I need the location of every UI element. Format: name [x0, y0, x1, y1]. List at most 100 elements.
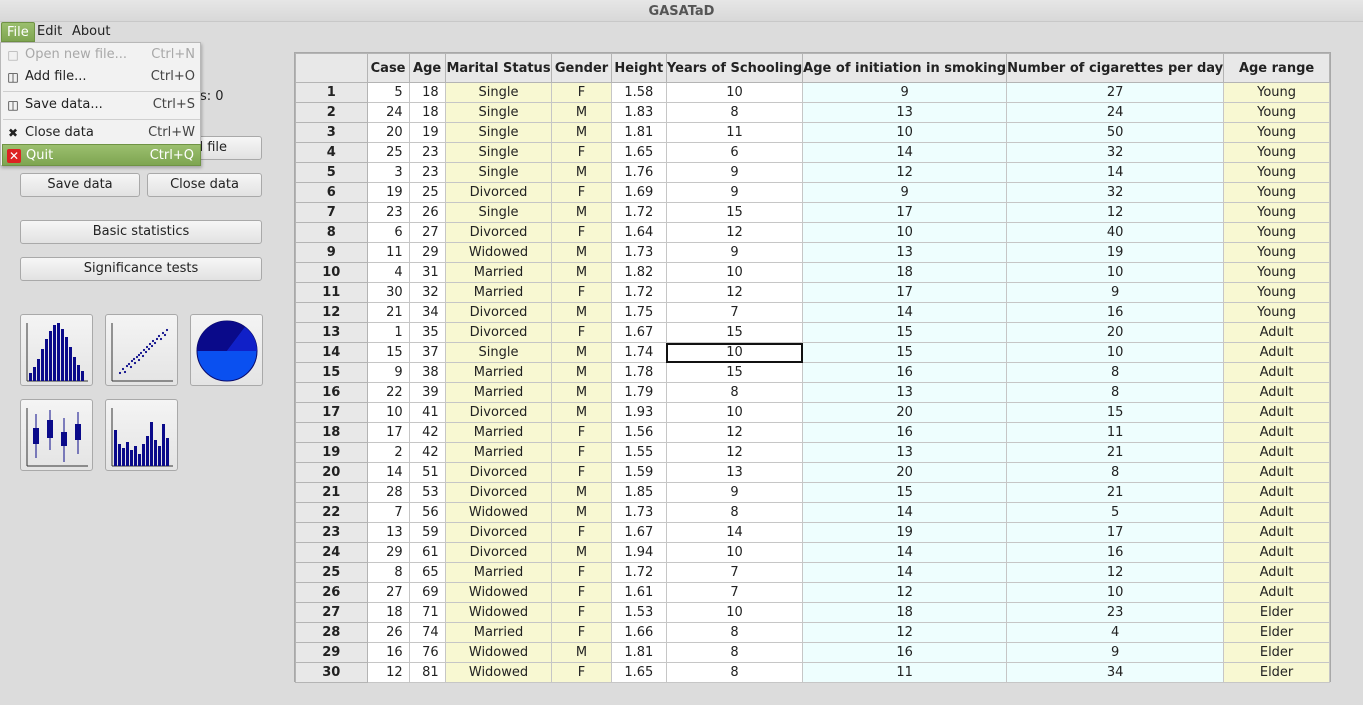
- menu-item-add-file[interactable]: ◫ Add file... Ctrl+O: [2, 66, 201, 88]
- height-cell[interactable]: 1.56: [610, 422, 667, 443]
- cigarettes-per-day-cell[interactable]: 19: [1006, 242, 1225, 263]
- years-of-schooling-cell[interactable]: 11: [665, 122, 804, 143]
- gender-cell[interactable]: F: [551, 602, 612, 623]
- marital-status-cell[interactable]: Divorced: [444, 222, 553, 243]
- marital-status-cell[interactable]: Widowed: [444, 602, 553, 623]
- age-cell[interactable]: 19: [408, 122, 446, 143]
- years-of-schooling-cell[interactable]: 12: [665, 422, 804, 443]
- row-header[interactable]: 2: [295, 102, 368, 123]
- marital-status-cell[interactable]: Married: [444, 622, 553, 643]
- cigarettes-per-day-cell[interactable]: 50: [1006, 122, 1225, 143]
- row-header[interactable]: 12: [295, 302, 368, 323]
- age-of-initiation-cell[interactable]: 16: [802, 642, 1008, 663]
- marital-status-cell[interactable]: Divorced: [444, 542, 553, 563]
- column-header-height[interactable]: Height: [610, 53, 667, 83]
- age-range-cell[interactable]: Young: [1223, 182, 1330, 203]
- save-data-button[interactable]: Save data: [20, 173, 140, 197]
- gender-cell[interactable]: F: [551, 582, 612, 603]
- age-range-cell[interactable]: Adult: [1223, 582, 1330, 603]
- row-header[interactable]: 29: [295, 642, 368, 663]
- cigarettes-per-day-cell[interactable]: 11: [1006, 422, 1225, 443]
- cigarettes-per-day-cell[interactable]: 40: [1006, 222, 1225, 243]
- scatter-plot-button[interactable]: [105, 314, 178, 386]
- age-cell[interactable]: 65: [408, 562, 446, 583]
- marital-status-cell[interactable]: Widowed: [444, 582, 553, 603]
- age-cell[interactable]: 35: [408, 322, 446, 343]
- row-header[interactable]: 20: [295, 462, 368, 483]
- table-row[interactable]: 22 7 56 Widowed M 1.73 8 14 5 Adult: [295, 502, 1330, 523]
- age-of-initiation-cell[interactable]: 14: [802, 502, 1008, 523]
- age-of-initiation-cell[interactable]: 13: [802, 102, 1008, 123]
- table-row[interactable]: 3 20 19 Single M 1.81 11 10 50 Young: [295, 122, 1330, 143]
- menu-edit[interactable]: Edit: [37, 24, 63, 39]
- marital-status-cell[interactable]: Divorced: [444, 462, 553, 483]
- row-header[interactable]: 11: [295, 282, 368, 303]
- row-header[interactable]: 16: [295, 382, 368, 403]
- age-range-cell[interactable]: Young: [1223, 262, 1330, 283]
- row-header[interactable]: 6: [295, 182, 368, 203]
- marital-status-cell[interactable]: Married: [444, 282, 553, 303]
- case-cell[interactable]: 6: [366, 222, 410, 243]
- height-cell[interactable]: 1.67: [610, 522, 667, 543]
- height-cell[interactable]: 1.65: [610, 142, 667, 163]
- table-row[interactable]: 21 28 53 Divorced M 1.85 9 15 21 Adult: [295, 482, 1330, 503]
- gender-cell[interactable]: F: [551, 322, 612, 343]
- age-of-initiation-cell[interactable]: 9: [802, 82, 1008, 103]
- age-cell[interactable]: 39: [408, 382, 446, 403]
- gender-cell[interactable]: F: [551, 422, 612, 443]
- case-cell[interactable]: 15: [366, 342, 410, 363]
- table-row[interactable]: 28 26 74 Married F 1.66 8 12 4 Elder: [295, 622, 1330, 643]
- height-cell[interactable]: 1.73: [610, 502, 667, 523]
- cigarettes-per-day-cell[interactable]: 14: [1006, 162, 1225, 183]
- gender-cell[interactable]: F: [551, 282, 612, 303]
- years-of-schooling-cell[interactable]: 14: [665, 522, 804, 543]
- height-cell[interactable]: 1.67: [610, 322, 667, 343]
- age-range-cell[interactable]: Adult: [1223, 542, 1330, 563]
- age-range-cell[interactable]: Young: [1223, 142, 1330, 163]
- column-header-marital-status[interactable]: Marital Status: [444, 53, 553, 83]
- years-of-schooling-cell[interactable]: 9: [665, 162, 804, 183]
- years-of-schooling-cell[interactable]: 15: [665, 362, 804, 383]
- cigarettes-per-day-cell[interactable]: 23: [1006, 602, 1225, 623]
- marital-status-cell[interactable]: Divorced: [444, 522, 553, 543]
- data-table[interactable]: Case Age Marital Status Gender Height Ye…: [294, 52, 1331, 683]
- height-cell[interactable]: 1.73: [610, 242, 667, 263]
- cigarettes-per-day-cell[interactable]: 15: [1006, 402, 1225, 423]
- height-cell[interactable]: 1.82: [610, 262, 667, 283]
- case-cell[interactable]: 13: [366, 522, 410, 543]
- marital-status-cell[interactable]: Widowed: [444, 662, 553, 683]
- age-range-cell[interactable]: Elder: [1223, 622, 1330, 643]
- table-row[interactable]: 5 3 23 Single M 1.76 9 12 14 Young: [295, 162, 1330, 183]
- age-cell[interactable]: 26: [408, 202, 446, 223]
- column-header-age-of-initiation[interactable]: Age of initiation in smoking: [802, 53, 1008, 83]
- years-of-schooling-cell[interactable]: 10: [665, 342, 804, 363]
- age-of-initiation-cell[interactable]: 16: [802, 422, 1008, 443]
- column-header-age-range[interactable]: Age range: [1223, 53, 1330, 83]
- age-cell[interactable]: 18: [408, 82, 446, 103]
- table-row[interactable]: 4 25 23 Single F 1.65 6 14 32 Young: [295, 142, 1330, 163]
- case-cell[interactable]: 12: [366, 662, 410, 683]
- marital-status-cell[interactable]: Single: [444, 202, 553, 223]
- case-cell[interactable]: 18: [366, 602, 410, 623]
- height-cell[interactable]: 1.72: [610, 282, 667, 303]
- age-cell[interactable]: 53: [408, 482, 446, 503]
- case-cell[interactable]: 4: [366, 262, 410, 283]
- gender-cell[interactable]: F: [551, 82, 612, 103]
- column-header-gender[interactable]: Gender: [551, 53, 612, 83]
- age-cell[interactable]: 59: [408, 522, 446, 543]
- age-range-cell[interactable]: Adult: [1223, 502, 1330, 523]
- age-range-cell[interactable]: Adult: [1223, 442, 1330, 463]
- table-row[interactable]: 25 8 65 Married F 1.72 7 14 12 Adult: [295, 562, 1330, 583]
- height-cell[interactable]: 1.81: [610, 122, 667, 143]
- gender-cell[interactable]: F: [551, 562, 612, 583]
- age-of-initiation-cell[interactable]: 14: [802, 302, 1008, 323]
- case-cell[interactable]: 14: [366, 462, 410, 483]
- row-header[interactable]: 30: [295, 662, 368, 683]
- age-cell[interactable]: 32: [408, 282, 446, 303]
- data-grid[interactable]: Case Age Marital Status Gender Height Ye…: [295, 53, 1330, 683]
- height-cell[interactable]: 1.83: [610, 102, 667, 123]
- years-of-schooling-cell[interactable]: 15: [665, 202, 804, 223]
- cigarettes-per-day-cell[interactable]: 10: [1006, 582, 1225, 603]
- cigarettes-per-day-cell[interactable]: 32: [1006, 142, 1225, 163]
- years-of-schooling-cell[interactable]: 12: [665, 282, 804, 303]
